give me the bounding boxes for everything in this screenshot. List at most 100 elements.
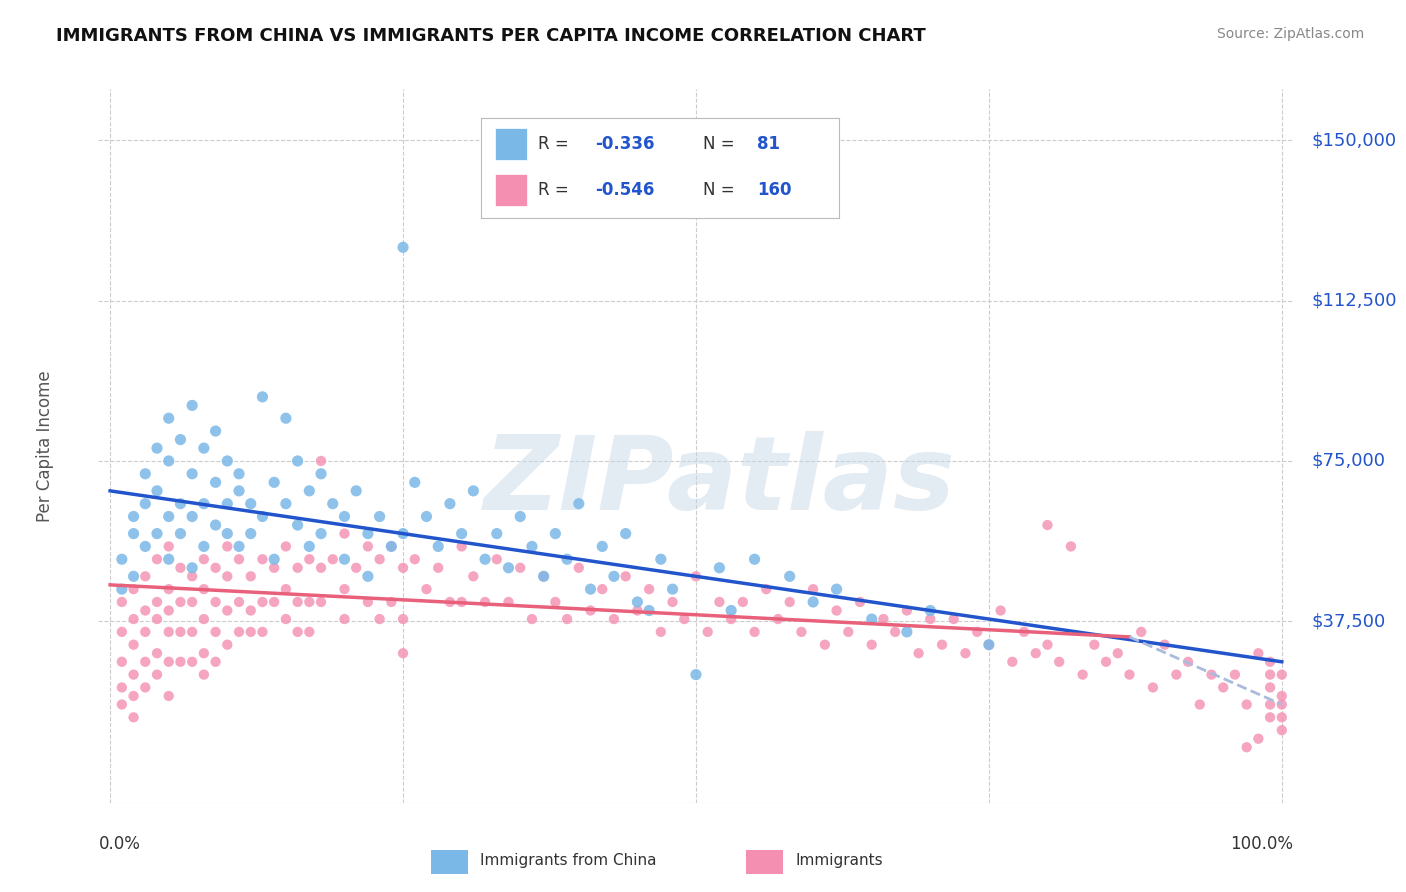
Point <box>157 411 180 425</box>
Point <box>146 612 169 626</box>
Point <box>1212 681 1234 695</box>
Point <box>204 655 226 669</box>
Point <box>111 624 134 639</box>
Point <box>439 497 461 511</box>
Point <box>239 569 262 583</box>
Point <box>274 411 297 425</box>
Point <box>322 497 344 511</box>
Point <box>157 582 180 596</box>
Point <box>1130 624 1153 639</box>
Point <box>977 638 1000 652</box>
Point <box>1271 710 1294 724</box>
Point <box>1036 638 1059 652</box>
Point <box>392 561 415 575</box>
Point <box>169 595 191 609</box>
Point <box>1258 681 1281 695</box>
Point <box>837 624 859 639</box>
Point <box>157 509 180 524</box>
Point <box>1153 638 1175 652</box>
Point <box>614 569 637 583</box>
Text: -0.336: -0.336 <box>596 135 655 153</box>
Point <box>1247 731 1270 746</box>
Text: $112,500: $112,500 <box>1312 292 1398 310</box>
Point <box>309 561 332 575</box>
Point <box>380 540 402 554</box>
Point <box>1258 655 1281 669</box>
Point <box>122 582 145 596</box>
Text: N =: N = <box>703 135 735 153</box>
Point <box>1201 667 1223 681</box>
Point <box>650 624 672 639</box>
Point <box>322 552 344 566</box>
Text: Per Capita Income: Per Capita Income <box>35 370 53 522</box>
Point <box>134 603 156 617</box>
Text: $150,000: $150,000 <box>1312 131 1396 150</box>
Point <box>661 595 683 609</box>
Point <box>228 552 250 566</box>
Point <box>134 569 156 583</box>
Point <box>146 552 169 566</box>
Point <box>463 569 485 583</box>
Point <box>217 638 239 652</box>
Point <box>1258 698 1281 712</box>
Point <box>744 624 766 639</box>
Point <box>427 561 450 575</box>
Point <box>392 646 415 660</box>
Point <box>333 612 356 626</box>
Point <box>485 526 508 541</box>
Point <box>415 509 437 524</box>
Point <box>204 518 226 533</box>
Point <box>217 454 239 468</box>
Point <box>357 526 380 541</box>
Point <box>966 624 988 639</box>
Point <box>1271 667 1294 681</box>
Point <box>1107 646 1129 660</box>
Point <box>568 561 591 575</box>
Point <box>896 624 918 639</box>
Point <box>1071 667 1094 681</box>
Point <box>1166 667 1188 681</box>
Point <box>169 526 191 541</box>
Point <box>427 540 450 554</box>
Point <box>638 582 661 596</box>
Point <box>298 552 321 566</box>
Text: -0.546: -0.546 <box>596 181 655 199</box>
Text: 160: 160 <box>756 181 792 199</box>
Point <box>134 681 156 695</box>
Point <box>579 603 602 617</box>
Point <box>252 624 274 639</box>
Point <box>204 561 226 575</box>
Point <box>146 441 169 455</box>
Point <box>169 497 191 511</box>
Point <box>825 582 848 596</box>
Point <box>122 689 145 703</box>
Point <box>860 612 883 626</box>
Point <box>228 595 250 609</box>
Point <box>1036 518 1059 533</box>
Point <box>463 483 485 498</box>
Point <box>287 454 309 468</box>
Point <box>591 582 613 596</box>
Point <box>368 612 391 626</box>
Point <box>344 483 367 498</box>
Point <box>252 595 274 609</box>
Point <box>157 655 180 669</box>
Point <box>239 497 262 511</box>
Point <box>157 552 180 566</box>
Point <box>193 497 215 511</box>
Text: N =: N = <box>703 181 735 199</box>
Point <box>181 569 204 583</box>
Point <box>1271 689 1294 703</box>
Point <box>1247 646 1270 660</box>
Point <box>1223 667 1246 681</box>
Point <box>626 603 648 617</box>
Point <box>1188 698 1211 712</box>
Point <box>884 624 907 639</box>
Point <box>204 424 226 438</box>
Point <box>1047 655 1070 669</box>
FancyBboxPatch shape <box>495 128 527 160</box>
Point <box>544 526 567 541</box>
Point <box>298 624 321 639</box>
Text: 0.0%: 0.0% <box>98 835 141 853</box>
Point <box>520 540 543 554</box>
